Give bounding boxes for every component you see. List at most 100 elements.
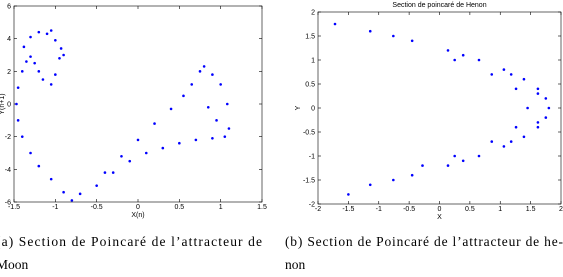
point [49, 177, 53, 181]
point [202, 65, 206, 68]
point [522, 135, 526, 139]
point [128, 159, 132, 163]
y-tick-label: -1.5 [303, 178, 315, 185]
y-tick-label: -0.5 [303, 130, 315, 137]
x-tick-label: -1 [376, 206, 382, 213]
point [502, 68, 506, 71]
point [453, 154, 456, 158]
point [161, 146, 165, 150]
point [392, 178, 395, 182]
point [446, 49, 450, 52]
y-tick-label: 2 [311, 10, 315, 17]
point [536, 125, 540, 129]
point [70, 199, 74, 202]
point [198, 70, 202, 73]
point [410, 173, 414, 177]
x-tick-label: 0.5 [174, 204, 184, 211]
point [536, 121, 540, 124]
point [103, 171, 107, 174]
plot-frame [13, 5, 263, 203]
point [194, 138, 198, 142]
point [59, 47, 63, 50]
y-tick-label: 0 [311, 106, 315, 113]
chart: -1.5 -1 -0.5 0 0.5 1 1.5 -6 -4 -2 0 2 4 6 X(n) Y(n+1) (a… [0, 4, 267, 273]
x-tick-label: -1.5 [8, 204, 20, 211]
x-tick-label: -2 [315, 206, 321, 213]
point [20, 70, 24, 73]
point [136, 138, 140, 142]
x-tick-label: -1 [52, 204, 58, 211]
x-tick-label: 0 [438, 206, 442, 213]
point [120, 154, 123, 158]
x-tick-label: 1 [498, 206, 502, 213]
point [95, 184, 98, 187]
x-tick-label: 1.5 [526, 206, 536, 213]
point [544, 116, 548, 119]
point [211, 137, 214, 140]
x-tick-label: -0.5 [403, 206, 415, 213]
caption: (b) Section de Poincaré de l’attracteur … [285, 234, 563, 249]
point [49, 83, 53, 86]
point [215, 119, 218, 122]
point [536, 87, 540, 91]
point [225, 102, 229, 106]
x-tick-label: 0 [136, 204, 140, 211]
point [49, 29, 53, 32]
point [182, 94, 185, 98]
point [446, 164, 450, 167]
point [54, 73, 57, 76]
x-tick-label: 0.5 [465, 206, 475, 213]
y-tick-label: -6 [5, 200, 11, 207]
point [461, 159, 465, 163]
y-tick-label: -4 [5, 167, 11, 174]
point [526, 106, 529, 110]
x-tick-label: 1.5 [257, 204, 267, 211]
point [502, 145, 506, 148]
y-tick-label: 4 [7, 36, 11, 43]
point [54, 39, 57, 42]
point [144, 151, 148, 155]
point [25, 60, 28, 63]
point [219, 83, 222, 86]
point [477, 154, 481, 158]
y-tick-label: 2 [7, 69, 11, 76]
point [29, 35, 32, 39]
y-tick-label: -1 [309, 154, 315, 161]
point [178, 141, 181, 145]
point [477, 58, 481, 62]
point [547, 106, 551, 110]
point [22, 45, 26, 49]
point [544, 97, 548, 100]
y-tick-label: 6 [7, 4, 11, 11]
point [368, 29, 372, 33]
x-tick-label: -0.5 [91, 204, 103, 211]
point [111, 171, 115, 174]
point [227, 127, 231, 130]
y-tick-label: 1 [311, 58, 315, 65]
point [37, 30, 41, 34]
point [41, 78, 45, 81]
x-tick-label: -1.5 [342, 206, 354, 213]
point [33, 61, 36, 65]
point [16, 86, 20, 89]
point [37, 164, 41, 168]
point [20, 135, 24, 138]
point [223, 135, 227, 138]
point [16, 119, 20, 122]
point [347, 193, 350, 196]
point [29, 55, 32, 58]
point [453, 58, 456, 62]
point [461, 53, 465, 57]
point [490, 140, 494, 143]
plot-frame [317, 11, 562, 205]
point [509, 73, 513, 76]
y-tick-label: 0 [7, 102, 11, 109]
point [368, 183, 372, 187]
point [490, 73, 494, 76]
point [153, 122, 156, 125]
point [421, 164, 424, 167]
point [15, 102, 18, 106]
point [333, 22, 337, 26]
